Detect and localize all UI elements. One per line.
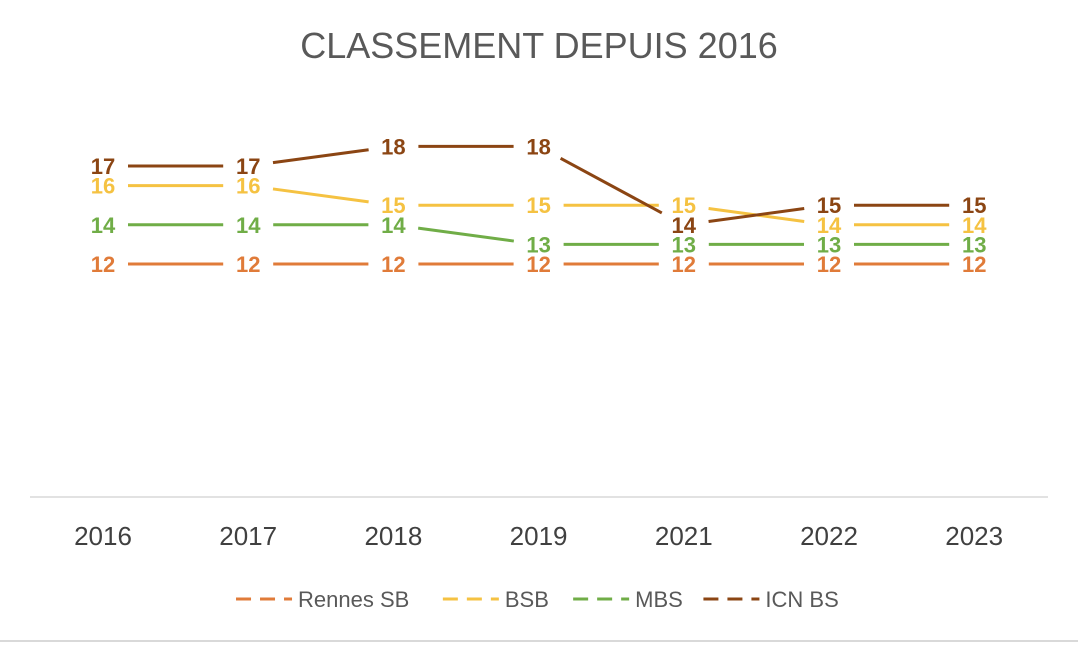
x-tick-label-2021: 2021 <box>655 521 713 551</box>
data-label-mbs-2023: 13 <box>962 232 986 257</box>
data-label-mbs-2017: 14 <box>236 213 261 238</box>
data-label-bsb-2017: 16 <box>236 174 260 199</box>
x-tick-label-2019: 2019 <box>510 521 568 551</box>
data-label-icn-bs-2021: 14 <box>672 213 697 238</box>
x-tick-label-2023: 2023 <box>945 521 1003 551</box>
x-tick-label-2022: 2022 <box>800 521 858 551</box>
data-label-bsb-2016: 16 <box>91 174 115 199</box>
series-line-bsb-seg-1 <box>272 187 369 204</box>
legend-label-rennes-sb: Rennes SB <box>298 587 409 612</box>
chart-title: CLASSEMENT DEPUIS 2016 <box>300 25 778 66</box>
legend-label-icn-bs: ICN BS <box>765 587 838 612</box>
series-line-mbs-seg-2 <box>417 226 515 243</box>
data-label-icn-bs-2022: 15 <box>817 193 841 218</box>
data-label-icn-bs-2018: 18 <box>381 134 405 159</box>
data-label-rennes-sb-2021: 12 <box>672 252 696 277</box>
legend: Rennes SB BSB MBS ICN BS <box>236 587 839 612</box>
x-tick-label-2017: 2017 <box>219 521 277 551</box>
data-label-icn-bs-2017: 17 <box>236 154 260 179</box>
data-label-icn-bs-2023: 15 <box>962 193 986 218</box>
data-label-rennes-sb-2018: 12 <box>381 252 405 277</box>
data-label-mbs-2019: 13 <box>526 232 550 257</box>
data-label-rennes-sb-2023: 12 <box>962 252 986 277</box>
data-label-icn-bs-2016: 17 <box>91 154 115 179</box>
data-label-bsb-2022: 14 <box>817 213 842 238</box>
data-label-icn-bs-2019: 18 <box>526 134 550 159</box>
data-label-bsb-2019: 15 <box>526 193 550 218</box>
data-label-mbs-2018: 14 <box>381 213 406 238</box>
series-lines <box>128 144 950 266</box>
bottom-border <box>0 640 1078 642</box>
data-label-rennes-sb-2016: 12 <box>91 252 115 277</box>
x-tick-label-2018: 2018 <box>364 521 422 551</box>
data-label-rennes-sb-2017: 12 <box>236 252 260 277</box>
series-line-icn-bs-seg-4 <box>708 207 805 223</box>
data-label-bsb-2023: 14 <box>962 213 987 238</box>
legend-label-mbs: MBS <box>635 587 683 612</box>
x-tick-label-2016: 2016 <box>74 521 132 551</box>
series-line-icn-bs-seg-1 <box>272 148 369 165</box>
x-axis-ticks: 2016 2017 2018 2019 2021 2022 2023 <box>74 521 1003 551</box>
data-label-bsb-2018: 15 <box>381 193 405 218</box>
data-label-mbs-2021: 13 <box>672 232 696 257</box>
series-line-icn-bs-seg-3 <box>559 156 663 215</box>
data-label-rennes-sb-2019: 12 <box>526 252 550 277</box>
data-label-mbs-2016: 14 <box>91 213 116 238</box>
data-label-rennes-sb-2022: 12 <box>817 252 841 277</box>
legend-label-bsb: BSB <box>505 587 549 612</box>
data-label-bsb-2021: 15 <box>672 193 696 218</box>
data-label-mbs-2022: 13 <box>817 232 841 257</box>
